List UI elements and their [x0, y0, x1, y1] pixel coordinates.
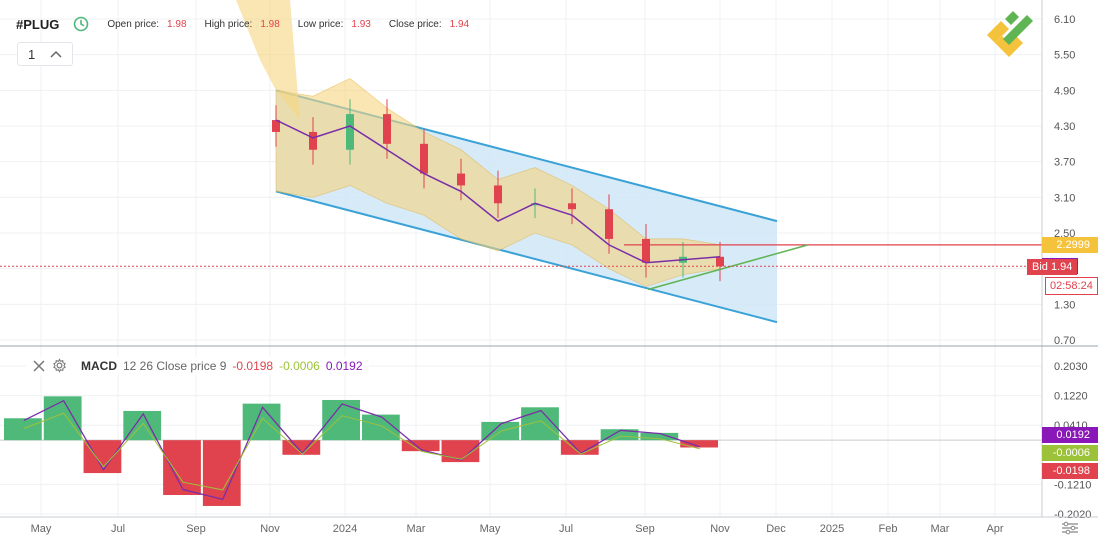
macd-y-tick-label: -0.1210: [1054, 479, 1091, 491]
candle-body: [568, 203, 576, 210]
open-price-label: Open price:: [107, 18, 160, 30]
macd-value-3: 0.0192: [325, 358, 363, 373]
macd-y-tick-label: -0.2020: [1054, 509, 1091, 521]
x-tick-label: Sep: [186, 523, 206, 535]
high-price-value: 1.98: [260, 18, 280, 30]
candle-body: [716, 256, 724, 267]
macd-histogram-tag: -0.0006: [1042, 445, 1098, 461]
macd-line: [23, 399, 701, 501]
low-price-label: Low price:: [297, 18, 344, 30]
candle-body: [420, 143, 428, 174]
x-tick-label: Sep: [635, 523, 655, 535]
x-tick-label: Jul: [111, 523, 125, 535]
y-tick-label: 6.10: [1054, 14, 1075, 26]
candle-body: [457, 173, 465, 186]
macd-y-tick-label: 0.1220: [1054, 391, 1088, 403]
channel-lower-line: [275, 190, 778, 324]
macd-signal-tag: 0.0192: [1042, 427, 1098, 443]
x-tick-label: 2025: [820, 523, 844, 535]
low-price-value: 1.93: [351, 18, 371, 30]
macd-y-tick-label: 0.2030: [1054, 361, 1088, 373]
y-tick-label: 1.30: [1054, 299, 1075, 311]
x-tick-label: May: [480, 523, 501, 535]
macd-signal-line: [23, 412, 701, 491]
macd-histogram-bar: [481, 421, 520, 441]
macd-histogram-bar: [560, 440, 599, 455]
candle-body: [346, 114, 354, 150]
y-tick-label: 4.90: [1054, 85, 1075, 97]
close-price-label: Close price:: [388, 18, 442, 30]
ticker-symbol[interactable]: #PLUG: [16, 16, 60, 32]
x-tick-label: Nov: [260, 523, 280, 535]
y-tick-label: 3.70: [1054, 157, 1075, 169]
macd-params: 12 26 Close price 9: [123, 358, 227, 373]
x-tick-label: Feb: [879, 523, 898, 535]
macd-histogram-bar: [640, 432, 679, 441]
candle-body: [272, 120, 280, 132]
support-trendline: [647, 244, 809, 291]
countdown-tag: 02:58:24: [1045, 277, 1098, 295]
close-price-value: 1.94: [449, 18, 470, 30]
brand-logo-icon: [987, 11, 1033, 57]
macd-histogram-bar: [4, 418, 42, 441]
bollinger-band-left: [236, 0, 300, 120]
candle-body: [383, 114, 391, 144]
clock-icon[interactable]: [73, 16, 89, 32]
moving-average-line: [275, 119, 721, 264]
level-price-tag: 2.2999: [1042, 237, 1098, 253]
candle-body: [605, 209, 613, 239]
x-tick-label: May: [31, 523, 52, 535]
close-icon[interactable]: [32, 359, 46, 373]
candle-body: [309, 131, 317, 150]
macd-histogram-bar: [163, 440, 201, 495]
candle-body: [494, 185, 502, 204]
macd-title: MACD: [81, 358, 117, 373]
macd-histogram-bar: [441, 440, 480, 463]
macd-value-2: -0.0006: [279, 358, 320, 373]
x-tick-label: Mar: [931, 523, 950, 535]
x-tick-label: Jul: [559, 523, 573, 535]
x-tick-label: Apr: [986, 523, 1003, 535]
macd-value-1: -0.0198: [232, 358, 274, 373]
candle-body: [531, 203, 539, 206]
settings-sliders-icon[interactable]: [1060, 520, 1080, 536]
interval-value: 1: [28, 46, 36, 62]
open-price-value: 1.98: [167, 18, 187, 30]
x-tick-label: 2024: [333, 523, 357, 535]
interval-selector[interactable]: 1: [17, 42, 73, 66]
candle-body: [642, 238, 650, 263]
high-price-label: High price:: [204, 18, 253, 30]
y-tick-label: 0.70: [1054, 335, 1075, 347]
y-tick-label: 5.50: [1054, 50, 1075, 62]
macd-histogram-bar: [600, 429, 639, 441]
ohlc-header: #PLUG Open price: 1.98 High price: 1.98 Lo…: [16, 16, 469, 32]
macd-header: MACD 12 26 Close price 9 -0.0198 -0.0006…: [26, 356, 369, 375]
macd-line-tag: -0.0198: [1042, 463, 1098, 479]
chevron-up-icon[interactable]: [50, 50, 62, 58]
macd-histogram-bar: [680, 440, 718, 448]
y-tick-label: 3.10: [1054, 192, 1075, 204]
y-tick-label: 4.30: [1054, 121, 1075, 133]
x-tick-label: Dec: [766, 523, 786, 535]
x-tick-label: Nov: [710, 523, 730, 535]
x-tick-label: Mar: [407, 523, 426, 535]
gear-icon[interactable]: [52, 358, 67, 373]
bid-price-tag: Bid 1.94: [1027, 259, 1078, 275]
macd-histogram-bar: [401, 440, 440, 452]
